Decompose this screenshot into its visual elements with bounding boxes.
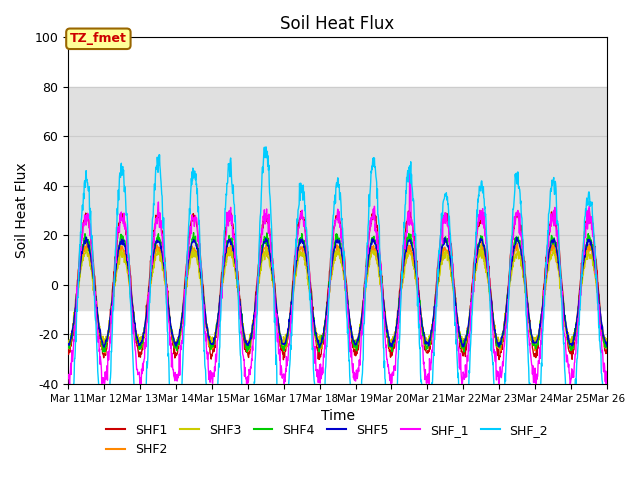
SHF2 (184, 264, 192, 270)
X-axis label: Time: Time (321, 409, 355, 423)
SHF_1 (406, 171, 413, 177)
SHF2 (101, 350, 109, 356)
SHF2 (492, 334, 500, 340)
SHF1 (64, 350, 72, 356)
SHF4 (184, 260, 192, 265)
SHF_1 (422, 375, 429, 381)
SHF1 (422, 348, 429, 353)
SHF_1 (540, 301, 547, 307)
SHF4 (64, 344, 72, 350)
SHF3 (184, 271, 192, 277)
Line: SHF2: SHF2 (68, 242, 607, 353)
SHF3 (477, 242, 484, 248)
SHF1 (603, 349, 611, 355)
SHF1 (184, 246, 192, 252)
SHF5 (540, 295, 547, 301)
SHF_2 (492, 413, 500, 419)
SHF4 (422, 342, 429, 348)
SHF4 (189, 230, 197, 236)
Line: SHF3: SHF3 (68, 245, 607, 349)
SHF3 (540, 298, 547, 304)
SHF3 (492, 331, 500, 336)
SHF3 (279, 346, 287, 352)
SHF1 (492, 341, 500, 347)
SHF_2 (244, 477, 252, 480)
SHF_1 (64, 375, 72, 381)
Line: SHF1: SHF1 (68, 211, 607, 360)
SHF4 (492, 338, 500, 344)
SHF_2 (184, 235, 192, 241)
SHF2 (603, 345, 611, 350)
SHF2 (477, 239, 485, 245)
SHF_1 (184, 248, 192, 253)
SHF5 (422, 339, 429, 345)
SHF_1 (603, 379, 611, 385)
SHF1 (280, 357, 287, 362)
SHF5 (64, 341, 72, 347)
SHF2 (422, 341, 429, 347)
SHF5 (172, 341, 179, 347)
SHF_2 (64, 428, 72, 433)
SHF1 (244, 353, 252, 359)
SHF4 (244, 347, 252, 352)
SHF1 (540, 285, 547, 290)
SHF_2 (422, 450, 429, 456)
Line: SHF4: SHF4 (68, 233, 607, 352)
SHF5 (603, 343, 611, 349)
SHF2 (172, 345, 179, 351)
Title: Soil Heat Flux: Soil Heat Flux (280, 15, 395, 33)
SHF5 (83, 234, 90, 240)
SHF5 (184, 260, 192, 265)
SHF4 (171, 344, 179, 349)
SHF_2 (540, 315, 547, 321)
SHF_1 (492, 371, 500, 377)
SHF_1 (243, 393, 251, 398)
Line: SHF_2: SHF_2 (68, 147, 607, 480)
SHF5 (316, 345, 323, 350)
SHF_1 (244, 376, 252, 382)
Legend: SHF1, SHF2, SHF3, SHF4, SHF5, SHF_1, SHF_2: SHF1, SHF2, SHF3, SHF4, SHF5, SHF_1, SHF… (101, 419, 553, 461)
SHF4 (540, 295, 547, 300)
SHF_2 (262, 144, 269, 150)
Y-axis label: Soil Heat Flux: Soil Heat Flux (15, 163, 29, 258)
SHF3 (171, 343, 179, 348)
SHF3 (64, 345, 72, 350)
SHF_2 (603, 418, 611, 424)
SHF2 (64, 342, 72, 348)
SHF5 (492, 335, 500, 340)
SHF4 (603, 342, 611, 348)
Bar (68, 87, 607, 310)
SHF3 (244, 343, 252, 349)
Text: TZ_fmet: TZ_fmet (70, 32, 127, 45)
SHF1 (477, 208, 484, 214)
SHF_1 (171, 378, 179, 384)
SHF3 (422, 339, 429, 345)
SHF2 (244, 346, 252, 352)
SHF_2 (171, 461, 179, 467)
SHF2 (540, 300, 547, 306)
SHF3 (603, 340, 611, 346)
SHF5 (244, 339, 252, 345)
Line: SHF_1: SHF_1 (68, 174, 607, 396)
SHF1 (171, 355, 179, 361)
Line: SHF5: SHF5 (68, 237, 607, 348)
SHF4 (460, 349, 468, 355)
